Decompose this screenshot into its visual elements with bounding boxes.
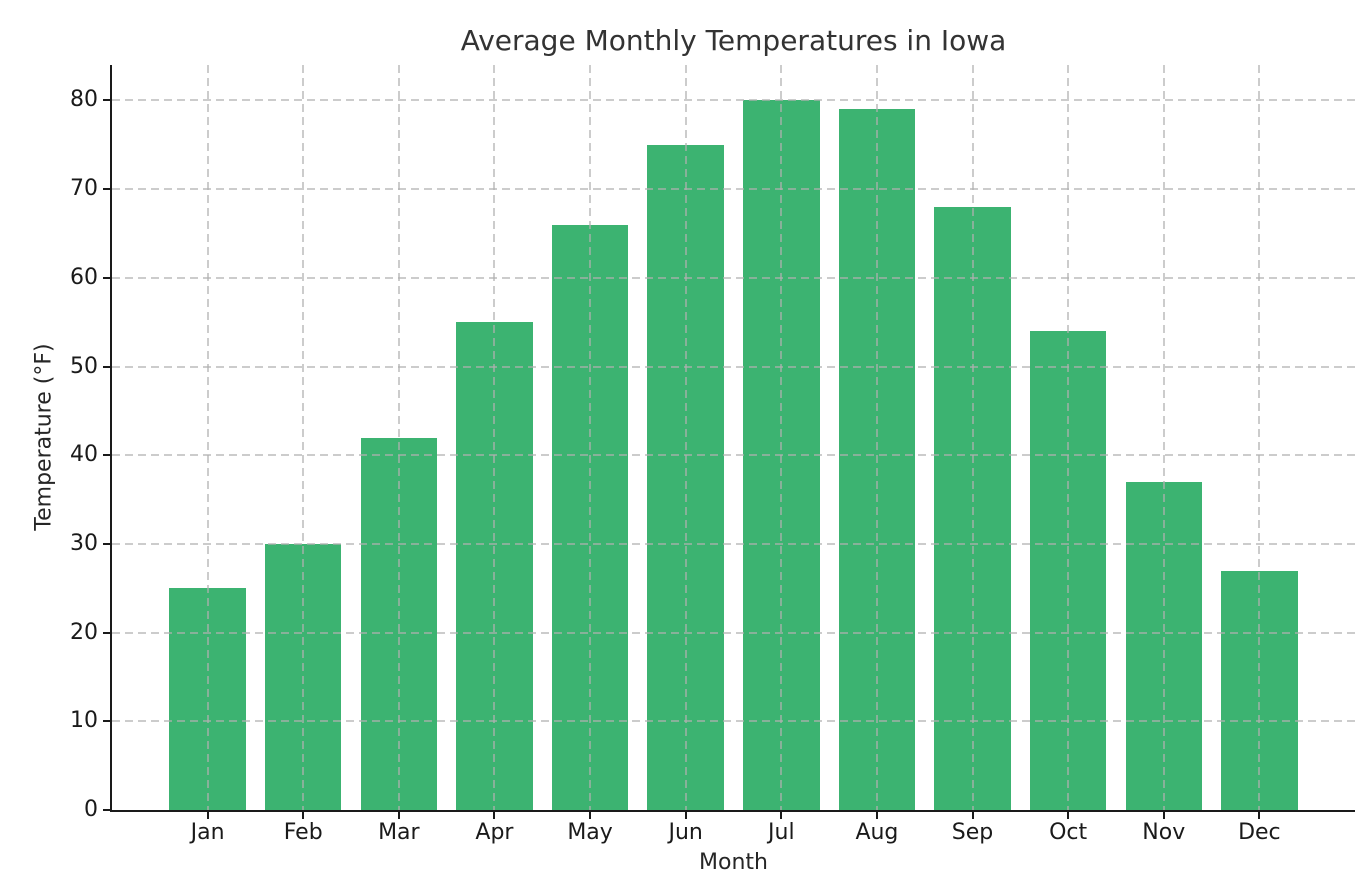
x-tick-mark-aug: [875, 810, 878, 819]
y-tick-mark-20: [103, 631, 112, 634]
chart-title: Average Monthly Temperatures in Iowa: [460, 24, 1007, 57]
y-tick-mark-60: [103, 276, 112, 279]
x-tick-label-oct: Oct: [1049, 820, 1088, 845]
gridline-v-nov: [1162, 65, 1165, 810]
x-axis-label: Month: [699, 850, 768, 875]
y-tick-label-10: 10: [70, 708, 98, 734]
gridline-h-20: [112, 631, 1355, 634]
gridline-v-sep: [971, 65, 974, 810]
x-tick-mark-may: [589, 810, 592, 819]
y-tick-mark-30: [103, 542, 112, 545]
x-tick-label-sep: Sep: [951, 820, 994, 845]
gridline-h-10: [112, 720, 1355, 723]
gridline-h-60: [112, 276, 1355, 279]
x-tick-label-jul: Jul: [768, 820, 795, 845]
y-tick-label-80: 80: [70, 87, 98, 113]
y-tick-label-70: 70: [70, 176, 98, 202]
x-tick-mark-jul: [780, 810, 783, 819]
y-tick-label-20: 20: [70, 619, 98, 645]
gridline-h-70: [112, 188, 1355, 191]
x-tick-label-dec: Dec: [1238, 820, 1281, 845]
x-tick-label-may: May: [567, 820, 613, 845]
x-tick-mark-sep: [971, 810, 974, 819]
y-tick-mark-0: [103, 809, 112, 811]
x-tick-label-aug: Aug: [855, 820, 899, 845]
y-tick-mark-50: [103, 365, 112, 368]
x-tick-mark-dec: [1258, 810, 1261, 819]
y-tick-label-0: 0: [84, 797, 98, 822]
y-tick-label-60: 60: [70, 264, 98, 290]
gridline-h-40: [112, 454, 1355, 457]
x-tick-label-apr: Apr: [475, 820, 514, 845]
x-tick-label-nov: Nov: [1142, 820, 1186, 845]
y-tick-mark-80: [103, 99, 112, 102]
x-tick-mark-apr: [493, 810, 496, 819]
y-tick-mark-70: [103, 188, 112, 191]
gridline-h-50: [112, 365, 1355, 368]
x-tick-mark-nov: [1162, 810, 1165, 819]
x-tick-mark-jun: [684, 810, 687, 819]
gridline-v-jan: [206, 65, 209, 810]
gridline-v-jul: [780, 65, 783, 810]
gridline-v-dec: [1258, 65, 1261, 810]
y-tick-mark-40: [103, 454, 112, 457]
x-tick-mark-jan: [206, 810, 209, 819]
bottom-spine: [110, 810, 1355, 812]
y-tick-label-30: 30: [70, 530, 98, 556]
left-spine: [110, 65, 112, 812]
y-tick-label-50: 50: [70, 353, 98, 379]
x-tick-mark-mar: [397, 810, 400, 819]
gridline-v-apr: [493, 65, 496, 810]
x-tick-label-jun: Jun: [668, 820, 703, 845]
x-tick-label-mar: Mar: [378, 820, 420, 845]
y-tick-label-40: 40: [70, 442, 98, 468]
x-tick-mark-feb: [302, 810, 305, 819]
gridline-v-aug: [875, 65, 878, 810]
x-tick-label-jan: Jan: [190, 820, 225, 845]
gridline-v-mar: [397, 65, 400, 810]
gridline-h-80: [112, 99, 1355, 102]
x-tick-mark-oct: [1067, 810, 1070, 819]
gridline-v-oct: [1067, 65, 1070, 810]
gridline-h-30: [112, 542, 1355, 545]
y-tick-mark-10: [103, 720, 112, 723]
x-tick-label-feb: Feb: [283, 820, 323, 845]
gridline-v-feb: [302, 65, 305, 810]
gridline-v-may: [589, 65, 592, 810]
gridline-v-jun: [684, 65, 687, 810]
